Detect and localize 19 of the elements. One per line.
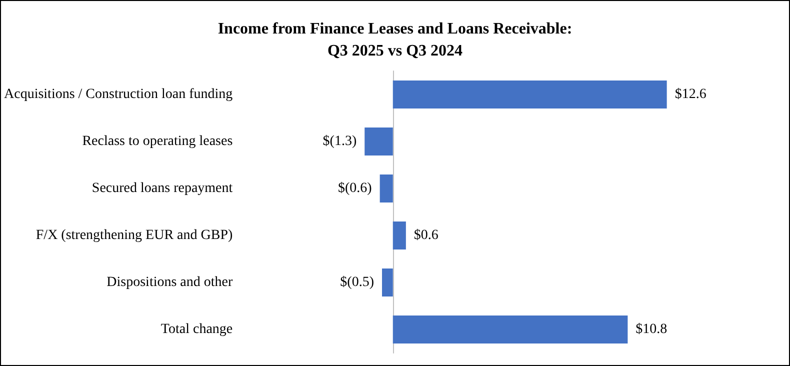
bar <box>392 222 406 250</box>
bar <box>382 268 393 296</box>
bar <box>392 80 667 108</box>
data-label: $(0.5) <box>340 275 374 290</box>
data-label: $10.8 <box>636 322 668 337</box>
bar <box>364 128 393 156</box>
data-label: $(0.6) <box>338 181 372 196</box>
bar <box>380 174 393 202</box>
y-tick-label: Reclass to operating leases <box>82 134 233 149</box>
data-label: $0.6 <box>414 228 438 243</box>
chart-title: Income from Finance Leases and Loans Receivable: Q3 2025 vs Q3 2024 <box>218 20 572 60</box>
y-tick-label: F/X (strengthening EUR and GBP) <box>36 228 233 243</box>
data-label: $12.6 <box>674 87 706 102</box>
data-label: $(1.3) <box>322 134 357 149</box>
bar <box>392 316 628 344</box>
y-tick-label: Dispositions and other <box>106 275 233 290</box>
y-tick-label: Acquisitions / Construction loan funding <box>4 87 233 102</box>
y-tick-label: Secured loans repayment <box>92 181 233 196</box>
y-tick-label: Total change <box>160 322 233 337</box>
